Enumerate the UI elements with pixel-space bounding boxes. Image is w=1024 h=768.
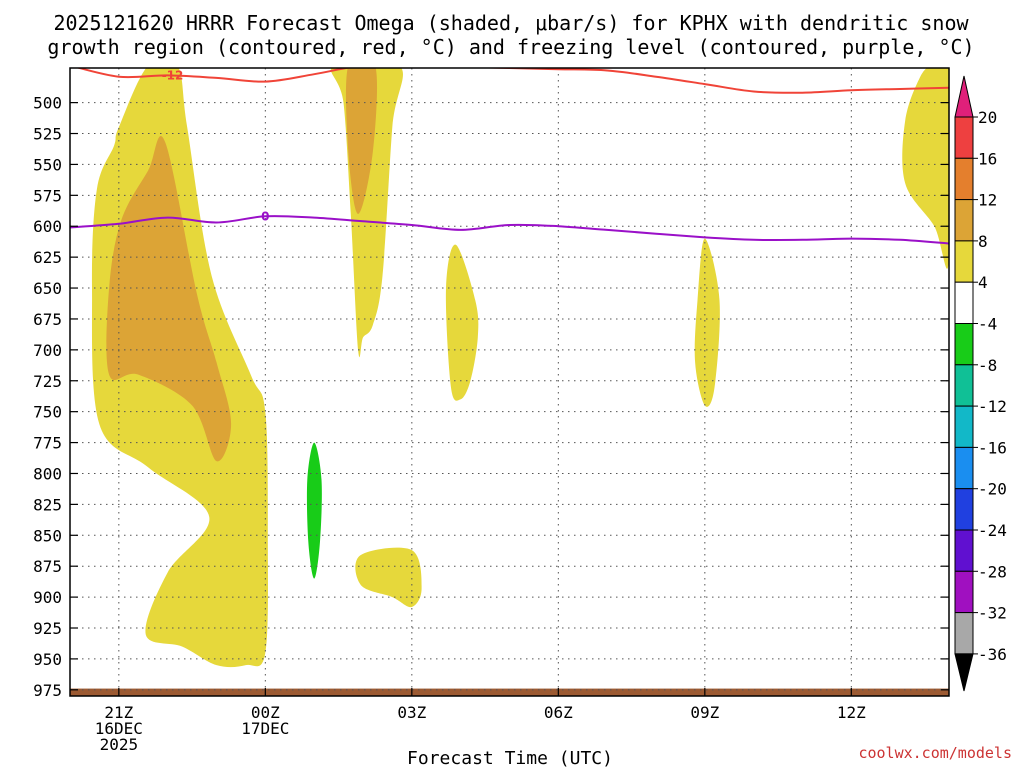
colorbar-swatch-1 bbox=[954, 157, 974, 201]
colorbar-bottom-arrow bbox=[954, 653, 974, 692]
contour-line--12 bbox=[75, 68, 949, 94]
x-tick-label-1-1: 16DEC bbox=[95, 719, 143, 738]
x-tick-label-4-0: 00Z bbox=[251, 703, 280, 722]
omega-region-4-7 bbox=[902, 68, 949, 269]
y-tick-label-750: 750 bbox=[33, 403, 62, 422]
colorbar-swatch-3 bbox=[954, 240, 974, 283]
colorbar-swatch-7 bbox=[954, 405, 974, 448]
colorbar-swatch-8 bbox=[954, 446, 974, 490]
colorbar-swatch-11 bbox=[954, 570, 974, 614]
omega-region-8-3 bbox=[345, 68, 378, 214]
contour-lines: -12 0 bbox=[70, 68, 949, 245]
contour-label--12: -12 bbox=[162, 69, 184, 83]
y-tick-label-875: 875 bbox=[33, 557, 62, 576]
y-tick-label-600: 600 bbox=[33, 217, 62, 236]
y-tick-label-825: 825 bbox=[33, 495, 62, 514]
colorbar-label-12: -32 bbox=[978, 604, 1007, 623]
y-tick-label-525: 525 bbox=[33, 125, 62, 144]
y-tick-label-700: 700 bbox=[33, 341, 62, 360]
x-tick-label-10-0: 06Z bbox=[544, 703, 573, 722]
y-tick-label-925: 925 bbox=[33, 619, 62, 638]
chart-title-line1: 2025121620 HRRR Forecast Omega (shaded, … bbox=[53, 11, 969, 35]
pressure-axis: 500 525 550 575 600 625 650 675 700 725 750 775 800 8… bbox=[33, 94, 949, 700]
y-tick-label-950: 950 bbox=[33, 650, 62, 669]
colorbar-label-3: 8 bbox=[978, 232, 988, 251]
colorbar: 20 16 12 8 4 -4 -8 -12 -16 -20 -24 -28 -32 -36 bbox=[954, 75, 1007, 692]
grid-lines bbox=[70, 68, 949, 696]
x-tick-label-16-0: 12Z bbox=[837, 703, 866, 722]
colorbar-label-8: -16 bbox=[978, 438, 1007, 457]
colorbar-label-0: 20 bbox=[978, 108, 997, 127]
y-tick-label-550: 550 bbox=[33, 155, 62, 174]
y-tick-label-575: 575 bbox=[33, 186, 62, 205]
colorbar-swatch-12 bbox=[954, 612, 974, 655]
y-tick-label-850: 850 bbox=[33, 526, 62, 545]
y-tick-label-625: 625 bbox=[33, 248, 62, 267]
x-tick-label-4-1: 17DEC bbox=[241, 719, 289, 738]
omega-region-4-5 bbox=[694, 238, 720, 407]
x-axis-label: Forecast Time (UTC) bbox=[407, 748, 613, 768]
contour-label-0: 0 bbox=[261, 209, 269, 223]
colorbar-swatch-9 bbox=[954, 488, 974, 531]
omega-region-neg4-0 bbox=[306, 442, 322, 579]
y-tick-label-650: 650 bbox=[33, 279, 62, 298]
colorbar-top-arrow bbox=[954, 75, 974, 118]
x-tick-label-7-0: 03Z bbox=[397, 703, 426, 722]
omega-region-4-6 bbox=[355, 547, 422, 608]
y-tick-label-725: 725 bbox=[33, 372, 62, 391]
colorbar-swatch-6 bbox=[954, 364, 974, 407]
colorbar-label-4: 4 bbox=[978, 273, 988, 292]
y-tick-label-900: 900 bbox=[33, 588, 62, 607]
omega-region-8-1 bbox=[106, 135, 232, 462]
terrain-band bbox=[70, 688, 949, 696]
x-tick-label-1-2: 2025 bbox=[100, 735, 139, 754]
colorbar-label-5: -4 bbox=[978, 315, 997, 334]
colorbar-swatch-0 bbox=[954, 116, 974, 159]
colorbar-label-1: 16 bbox=[978, 149, 997, 168]
colorbar-label-6: -8 bbox=[978, 356, 997, 375]
colorbar-swatch-5 bbox=[954, 323, 974, 366]
y-tick-label-975: 975 bbox=[33, 681, 62, 700]
y-tick-label-500: 500 bbox=[33, 94, 62, 113]
colorbar-label-11: -28 bbox=[978, 562, 1007, 581]
colorbar-label-7: -12 bbox=[978, 397, 1007, 416]
colorbar-label-10: -24 bbox=[978, 521, 1007, 540]
colorbar-label-9: -20 bbox=[978, 480, 1007, 499]
colorbar-swatch-2 bbox=[954, 199, 974, 242]
colorbar-label-2: 12 bbox=[978, 191, 997, 210]
y-tick-label-800: 800 bbox=[33, 464, 62, 483]
colorbar-label-13: -36 bbox=[978, 645, 1007, 664]
colorbar-swatch-10 bbox=[954, 529, 974, 572]
contour-line-0 bbox=[70, 215, 949, 245]
y-tick-label-775: 775 bbox=[33, 434, 62, 453]
site-credit: coolwx.com/models bbox=[858, 744, 1012, 762]
x-tick-label-13-0: 09Z bbox=[690, 703, 719, 722]
omega-shading bbox=[91, 68, 949, 668]
chart-title-line2: growth region (contoured, red, °C) and f… bbox=[47, 35, 974, 59]
plot-frame bbox=[69, 67, 950, 697]
terrain-fill bbox=[70, 688, 949, 696]
colorbar-swatch-4 bbox=[954, 281, 974, 325]
x-tick-label-1-0: 21Z bbox=[104, 703, 133, 722]
omega-region-4-4 bbox=[445, 244, 479, 401]
y-tick-label-675: 675 bbox=[33, 310, 62, 329]
